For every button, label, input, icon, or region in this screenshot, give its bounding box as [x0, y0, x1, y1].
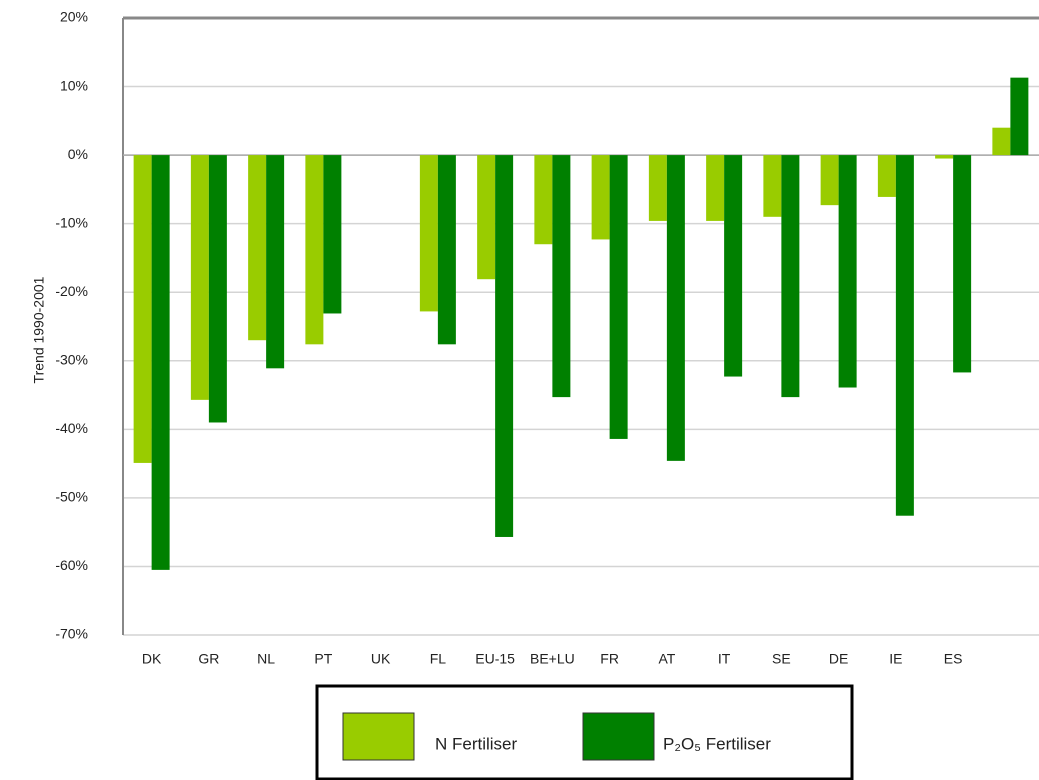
bar	[724, 155, 743, 377]
bar	[190, 155, 209, 400]
y-tick-label: 10%	[60, 77, 88, 93]
x-tick-label: FR	[600, 651, 619, 667]
bar	[151, 155, 170, 570]
bar	[208, 155, 227, 423]
x-tick-label: DK	[142, 651, 162, 667]
bar	[781, 155, 800, 398]
bar	[419, 155, 438, 312]
y-tick-label: -50%	[55, 489, 88, 505]
bar	[953, 155, 972, 373]
bar	[266, 155, 285, 369]
bar	[495, 155, 514, 537]
bar	[992, 127, 1011, 156]
bar	[935, 155, 954, 159]
y-tick-label: -60%	[55, 557, 88, 573]
y-tick-label: -30%	[55, 351, 88, 367]
bar	[552, 155, 571, 398]
bar	[305, 155, 324, 345]
x-tick-label: BE+LU	[530, 651, 575, 667]
legend-label: P₂O₅ Fertiliser	[663, 734, 771, 753]
y-tick-label: -40%	[55, 420, 88, 436]
y-tick-label: -20%	[55, 283, 88, 299]
legend-swatch	[582, 712, 655, 761]
x-tick-label: SE	[772, 651, 791, 667]
x-tick-label: FL	[430, 651, 447, 667]
bar	[1010, 77, 1029, 156]
x-tick-label: IE	[889, 651, 902, 667]
x-tick-label: IT	[718, 651, 731, 667]
bar	[877, 155, 896, 197]
bar	[648, 155, 667, 221]
y-axis-label: Trend 1990-2001	[31, 276, 47, 383]
legend-label: N Fertiliser	[435, 734, 518, 753]
y-tick-label: 20%	[60, 9, 88, 25]
bar	[706, 155, 725, 221]
legend-swatch	[342, 712, 415, 761]
y-tick-label: -10%	[55, 214, 88, 230]
bar	[323, 155, 342, 314]
bar	[609, 155, 628, 439]
y-tick-label: -70%	[55, 626, 88, 642]
bar	[477, 155, 496, 280]
bar	[133, 155, 152, 463]
bar	[248, 155, 267, 341]
bar	[666, 155, 685, 461]
bar	[820, 155, 839, 206]
x-tick-label: PT	[314, 651, 332, 667]
x-tick-label: ES	[944, 651, 963, 667]
x-tick-label: UK	[371, 651, 391, 667]
bar	[895, 155, 914, 516]
x-tick-label: AT	[658, 651, 675, 667]
bar	[534, 155, 553, 245]
x-tick-label: DE	[829, 651, 848, 667]
bar	[437, 155, 456, 345]
x-tick-label: GR	[198, 651, 219, 667]
x-tick-label: EU-15	[475, 651, 515, 667]
bar	[838, 155, 857, 388]
bar	[591, 155, 610, 240]
x-tick-label: NL	[257, 651, 275, 667]
bar	[763, 155, 782, 217]
y-tick-label: 0%	[68, 146, 88, 162]
